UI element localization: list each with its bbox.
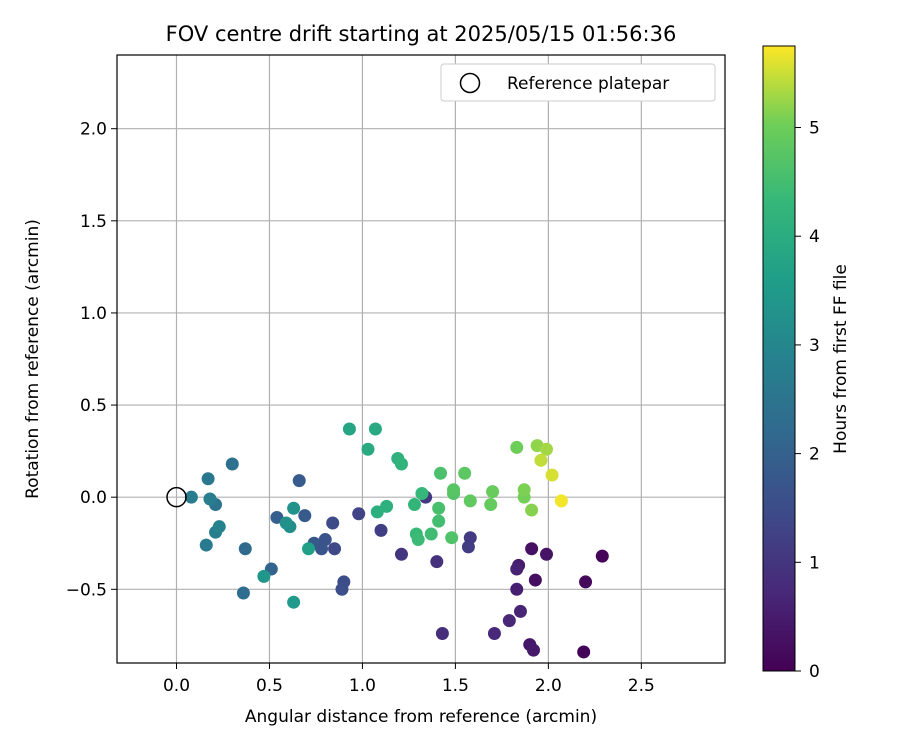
x-axis-label: Angular distance from reference (arcmin) — [245, 707, 597, 727]
y-tick-label: 0.5 — [80, 396, 107, 416]
data-point — [502, 614, 516, 628]
x-tick-label: 0.5 — [256, 676, 283, 696]
data-point — [447, 483, 461, 497]
plot-background — [117, 55, 725, 663]
legend-box — [440, 63, 716, 102]
data-point — [528, 573, 542, 587]
x-tick-label: 0.0 — [163, 676, 190, 696]
data-point — [411, 533, 425, 547]
data-point — [432, 501, 446, 515]
y-axis-label: Rotation from reference (arcmin) — [23, 219, 43, 499]
colorbar-ticks: 0 1 2 3 4 5 — [795, 119, 820, 682]
x-tick-label: 1.0 — [349, 676, 376, 696]
legend-marker-icon — [459, 72, 481, 94]
data-point — [361, 442, 375, 456]
data-point — [463, 494, 477, 508]
data-point — [298, 509, 312, 523]
colorbar-tick-label: 3 — [809, 336, 820, 356]
colorbar-tick-label: 0 — [809, 662, 820, 682]
data-point — [435, 627, 449, 641]
axis-ticks: 0.0 0.5 1.0 1.5 2.0 2.5 −0.5 0.0 0.5 1.0 1.5 2.0 — [66, 120, 655, 696]
data-point — [517, 483, 531, 497]
colorbar-tick-label: 5 — [809, 119, 820, 139]
data-point — [510, 440, 524, 454]
data-point — [257, 569, 271, 583]
colorbar-tick-label: 4 — [809, 227, 820, 247]
data-point — [352, 507, 366, 521]
data-point — [380, 499, 394, 513]
data-point — [434, 466, 448, 480]
data-point — [236, 586, 250, 600]
data-point — [534, 453, 548, 467]
data-point — [279, 516, 293, 530]
data-point — [394, 547, 408, 561]
data-point — [432, 514, 446, 528]
data-point — [415, 486, 429, 500]
data-point — [287, 501, 301, 515]
data-point — [510, 582, 524, 596]
x-tick-label: 1.5 — [442, 676, 469, 696]
colorbar-gradient — [762, 45, 796, 672]
data-point — [335, 582, 349, 596]
data-point — [458, 466, 472, 480]
data-point — [203, 492, 217, 506]
data-point — [407, 498, 421, 512]
reference-platepar-marker — [166, 486, 187, 508]
data-point — [212, 520, 226, 534]
x-tick-label: 2.0 — [535, 676, 562, 696]
legend: Reference platepar — [440, 63, 716, 102]
y-tick-label: 0.0 — [80, 488, 107, 508]
colorbar-tick-label: 2 — [809, 445, 820, 465]
data-point — [328, 542, 342, 556]
data-point — [445, 531, 459, 545]
data-point — [394, 457, 408, 471]
colorbar-tick-label: 1 — [809, 553, 820, 573]
y-tick-label: 2.0 — [80, 120, 107, 140]
data-point — [287, 595, 301, 609]
data-point — [374, 523, 388, 537]
data-point — [201, 472, 215, 486]
data-point — [225, 457, 239, 471]
data-point — [424, 527, 438, 541]
data-point — [554, 494, 568, 508]
y-tick-label: −0.5 — [66, 580, 107, 600]
data-point — [238, 542, 252, 556]
data-point — [368, 422, 382, 436]
y-tick-label: 1.0 — [80, 304, 107, 324]
legend-entry-reference: Reference platepar — [507, 74, 669, 94]
data-point — [513, 604, 527, 618]
data-point — [487, 627, 501, 641]
data-point — [184, 490, 198, 504]
data-point — [510, 562, 524, 576]
data-point — [292, 474, 306, 488]
data-point — [545, 468, 559, 482]
data-point — [540, 442, 554, 456]
data-point — [199, 538, 213, 552]
data-point — [577, 645, 591, 659]
x-tick-label: 2.5 — [628, 676, 655, 696]
data-point — [461, 540, 475, 554]
data-point — [486, 485, 500, 499]
grid — [117, 55, 725, 663]
data-point — [342, 422, 356, 436]
y-tick-label: 1.5 — [80, 212, 107, 232]
data-point — [326, 516, 340, 530]
data-point — [526, 643, 540, 657]
data-point — [525, 503, 539, 517]
data-point — [579, 575, 593, 589]
chart-title: FOV centre drift starting at 2025/05/15 … — [166, 22, 677, 46]
data-point — [540, 547, 554, 561]
colorbar: 0 1 2 3 4 5 Hours from first FF file — [762, 45, 851, 682]
colorbar-label: Hours from first FF file — [831, 264, 851, 454]
plot-frame — [116, 54, 726, 664]
data-point — [595, 549, 609, 563]
scatter-points — [184, 422, 609, 659]
data-point — [302, 542, 316, 556]
data-point — [525, 542, 539, 556]
data-point — [484, 498, 498, 512]
data-point — [430, 555, 444, 569]
